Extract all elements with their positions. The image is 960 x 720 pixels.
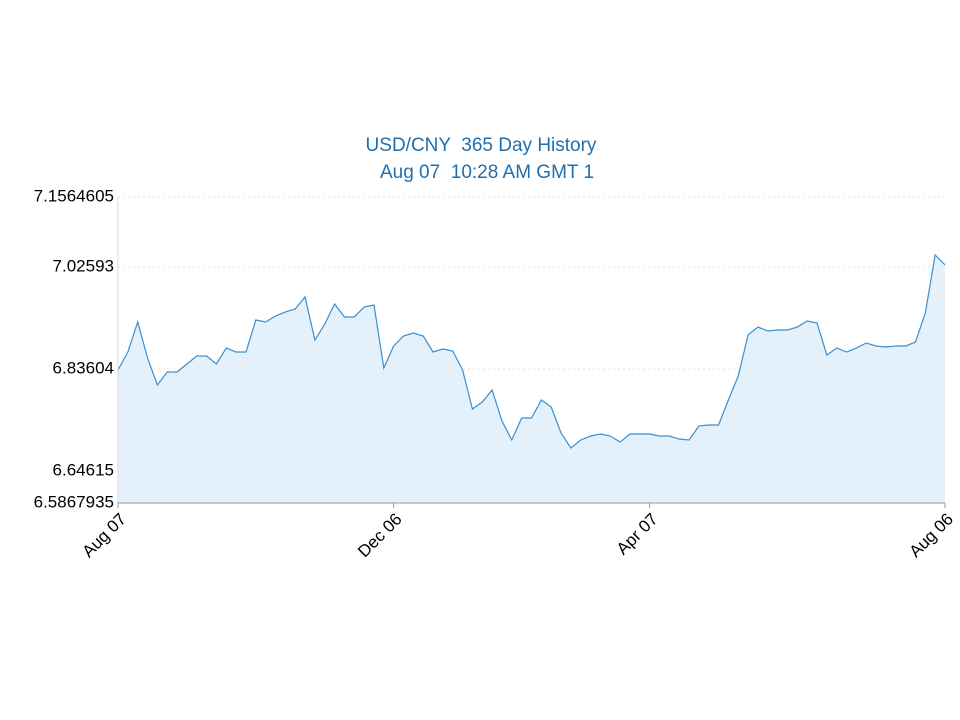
- y-tick-label: 6.83604: [53, 359, 114, 378]
- chart-subtitle: Aug 07 10:28 AM GMT 1: [380, 162, 594, 183]
- y-tick-label: 7.02593: [53, 257, 114, 276]
- x-tick-label: Aug 07: [78, 510, 130, 562]
- x-tick-label: Dec 06: [354, 510, 406, 562]
- area-fill: [118, 254, 945, 503]
- x-tick-label: Apr 07: [613, 510, 662, 559]
- y-tick-label: 6.5867935: [34, 492, 114, 511]
- line: [117, 253, 946, 449]
- x-tick-label: Aug 06: [905, 510, 957, 562]
- y-tick-label: 7.1564605: [34, 186, 114, 205]
- chart-title: USD/CNY 365 Day History: [366, 135, 597, 156]
- y-tick-label: 6.64615: [53, 461, 114, 480]
